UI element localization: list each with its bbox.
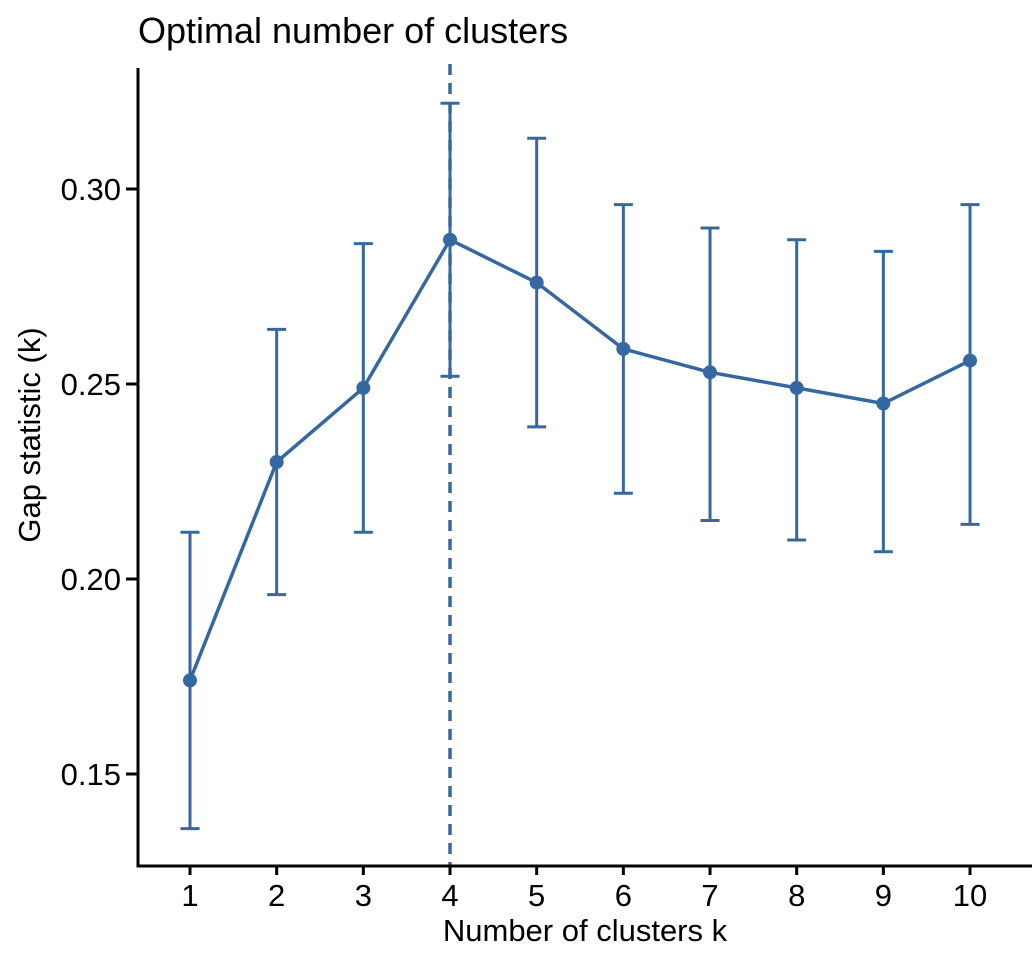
x-tick-label: 2 xyxy=(268,878,285,913)
x-tick-label: 3 xyxy=(355,878,372,913)
data-point xyxy=(269,455,284,469)
y-tick-label: 0.25 xyxy=(61,367,121,402)
series-line xyxy=(188,237,972,683)
data-point xyxy=(529,275,544,290)
x-tick-label: 1 xyxy=(181,878,198,913)
data-point xyxy=(789,380,804,395)
x-tick-label: 6 xyxy=(615,878,632,913)
x-tick-label: 7 xyxy=(701,878,718,913)
y-tick-label: 0.20 xyxy=(61,562,121,597)
data-point xyxy=(443,232,458,247)
x-tick-label: 5 xyxy=(528,878,545,913)
data-point xyxy=(876,396,891,411)
y-axis-title: Gap statistic (k) xyxy=(12,327,47,543)
x-tick-label: 8 xyxy=(788,878,805,913)
data-point xyxy=(616,341,631,356)
y-tick-label: 0.15 xyxy=(61,757,121,792)
data-point xyxy=(703,365,718,380)
x-tick-label: 4 xyxy=(441,878,458,913)
data-point xyxy=(963,353,978,368)
data-point xyxy=(356,380,371,395)
x-axis-title: Number of clusters k xyxy=(442,913,728,948)
x-tick-label: 9 xyxy=(875,878,892,913)
y-tick-label: 0.30 xyxy=(61,172,121,207)
x-tick-label: 10 xyxy=(953,878,987,913)
chart-title: Optimal number of clusters xyxy=(138,10,569,51)
data-point xyxy=(183,673,197,688)
